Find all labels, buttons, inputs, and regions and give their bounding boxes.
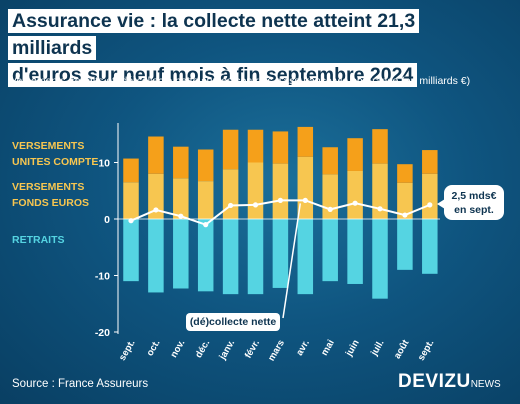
x-tick-label: févr.	[243, 338, 262, 360]
x-tick-label: nov.	[168, 338, 187, 360]
y-tick-label: -10	[95, 271, 110, 283]
bar-retraits	[297, 219, 314, 295]
bar-retraits	[247, 219, 264, 295]
bar-fonds-euros	[372, 163, 388, 219]
collecte-label-pointer	[282, 203, 302, 319]
x-tick-label: juil.	[368, 338, 386, 359]
legend-fe-line-1: VERSEMENTS	[12, 181, 85, 193]
collecte-point	[153, 207, 159, 213]
bar-retraits	[222, 219, 239, 295]
x-tick-label: sept.	[416, 338, 437, 363]
bar-retraits	[173, 219, 189, 289]
collecte-point	[327, 206, 333, 212]
x-tick-label: oct.	[145, 338, 163, 358]
bars-group	[123, 126, 438, 299]
callout-line-1: 2,5 mds€	[451, 190, 497, 202]
legend-retraits: RETRAITS	[12, 232, 65, 248]
y-tick-label: -20	[95, 327, 110, 339]
collecte-point	[302, 197, 308, 203]
source-note: Source : France Assureurs	[12, 378, 149, 390]
bar-retraits	[397, 219, 413, 270]
collecte-point	[377, 206, 383, 212]
x-tick-label: mai	[319, 338, 337, 358]
y-axis: -20 -10 0 10	[95, 122, 440, 339]
chart-subtitle: Versements, retraits et (dé)collecte net…	[10, 75, 471, 87]
x-tick-label: mars	[266, 338, 287, 363]
x-tick-label: juin	[343, 338, 362, 359]
bar-retraits	[272, 219, 289, 288]
collecte-point	[427, 202, 433, 208]
bar-fonds-euros	[272, 163, 289, 219]
bar-unites-compte	[247, 129, 264, 163]
collecte-point	[128, 218, 134, 224]
bar-unites-compte	[297, 126, 314, 157]
bar-fonds-euros	[297, 156, 314, 219]
bar-retraits	[322, 219, 338, 282]
bar-retraits	[422, 219, 438, 274]
x-axis: sept. oct. nov. déc. janv. févr. mars avr. mai ju…	[117, 337, 436, 363]
bar-unites-compte	[322, 147, 338, 175]
collecte-point	[352, 200, 358, 206]
collecte-label: (dé)collecte nette	[186, 313, 280, 331]
x-tick-label: sept.	[117, 338, 138, 363]
legend-uc-line-1: VERSEMENTS	[12, 140, 85, 152]
bar-unites-compte	[272, 131, 289, 164]
x-tick-label: avr.	[294, 338, 312, 358]
bar-unites-compte	[123, 158, 139, 183]
bar-fonds-euros	[322, 174, 338, 219]
bar-fonds-euros	[173, 178, 189, 219]
collecte-point	[228, 202, 234, 209]
september-callout: 2,5 mds€ en sept.	[437, 185, 504, 220]
collecte-point	[402, 212, 408, 218]
collecte-point	[178, 213, 184, 219]
legend-retraits-label: RETRAITS	[12, 234, 65, 246]
x-tick-label: déc.	[193, 338, 212, 360]
bar-fonds-euros	[222, 169, 239, 219]
bar-retraits	[347, 219, 363, 284]
bar-retraits	[123, 219, 139, 282]
bar-fonds-euros	[247, 162, 264, 219]
bar-unites-compte	[347, 138, 363, 171]
bar-fonds-euros	[347, 170, 363, 219]
bar-unites-compte	[397, 164, 413, 183]
y-tick-label: 10	[98, 158, 110, 170]
legend-fe-line-2: FONDS EUROS	[12, 197, 90, 209]
bar-retraits	[372, 219, 388, 299]
bar-fonds-euros	[397, 182, 413, 219]
bar-retraits	[197, 219, 214, 292]
chart-title: Assurance vie : la collecte nette attein…	[8, 8, 488, 89]
collecte-point	[252, 202, 259, 208]
title-line-2: d'euros sur neuf mois à fin septembre 20…	[8, 63, 418, 87]
brand-name: DEVIZU	[398, 371, 471, 392]
legend-versements-fe: VERSEMENTS FONDS EUROS	[12, 179, 89, 211]
legend-versements-uc: VERSEMENTS UNITES COMPTE	[12, 138, 98, 170]
bar-unites-compte	[422, 150, 438, 174]
y-tick-label: 0	[104, 214, 110, 226]
collecte-point	[203, 222, 209, 228]
brand-suffix: NEWS	[470, 379, 501, 390]
callout-line-2: en sept.	[454, 204, 494, 216]
bar-unites-compte	[222, 129, 239, 170]
bar-retraits	[148, 219, 164, 293]
bar-unites-compte	[197, 149, 214, 182]
bar-fonds-euros	[123, 182, 139, 219]
bar-fonds-euros	[148, 173, 164, 219]
legend-uc-line-2: UNITES COMPTE	[12, 156, 99, 168]
x-tick-label: août	[392, 337, 412, 361]
bar-fonds-euros	[197, 181, 214, 219]
bar-fonds-euros	[422, 173, 438, 219]
bar-unites-compte	[372, 129, 388, 164]
bar-unites-compte	[173, 146, 189, 179]
x-tick-label: janv.	[217, 338, 238, 363]
brand-logo: DEVIZUNEWS	[398, 371, 501, 393]
collecte-line-group	[128, 197, 433, 228]
bar-unites-compte	[148, 136, 164, 174]
collecte-point	[277, 197, 283, 203]
